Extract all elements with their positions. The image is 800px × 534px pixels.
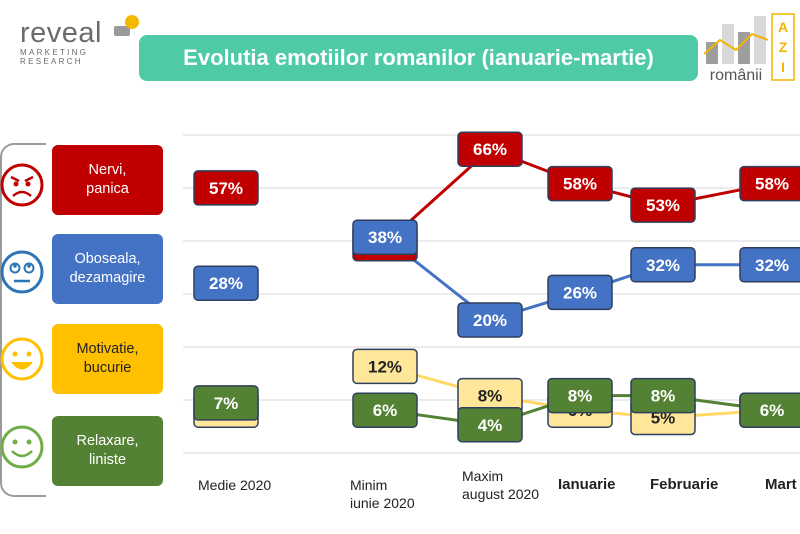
data-point: 6% — [739, 392, 800, 428]
data-label: 7% — [214, 394, 239, 413]
data-point: 32% — [739, 247, 800, 283]
data-point-box — [457, 302, 523, 338]
data-label: 53% — [646, 196, 680, 215]
data-point-box — [739, 392, 800, 428]
category-nervi: Nervi, panica — [52, 145, 163, 215]
data-label: 58% — [563, 175, 597, 194]
data-point: 53% — [630, 187, 696, 223]
data-label: 32% — [646, 256, 680, 275]
data-label: 38% — [368, 228, 402, 247]
category-oboseala: Oboseala, dezamagire — [52, 234, 163, 304]
data-label: 58% — [755, 175, 789, 194]
data-point-box — [457, 407, 523, 443]
data-label: 66% — [473, 140, 507, 159]
data-point: 58% — [547, 165, 613, 202]
speech-bubble-icon — [114, 15, 139, 36]
data-point-box — [193, 265, 259, 301]
data-point: 32% — [630, 247, 696, 283]
tired-face-icon — [0, 250, 44, 294]
data-point-box — [630, 187, 696, 223]
page-title: Evolutia emotiilor romanilor (ianuarie-m… — [139, 35, 698, 81]
data-label: 28% — [209, 274, 243, 293]
data-point-box — [547, 377, 613, 414]
data-label: 8% — [651, 387, 676, 406]
data-point-box — [739, 247, 800, 283]
data-point-box — [193, 385, 259, 421]
data-point: 38% — [352, 219, 418, 255]
data-point: 66% — [457, 131, 523, 167]
logo-letter-i: I — [781, 59, 785, 75]
data-point: 28% — [193, 265, 259, 301]
logo-letter-z: Z — [779, 39, 788, 55]
data-point: 6% — [352, 392, 418, 428]
data-point: 7% — [193, 385, 259, 421]
data-point: 8% — [630, 377, 696, 414]
data-point-box — [457, 131, 523, 167]
calm-face-icon — [0, 425, 44, 469]
logo-letter-a: A — [778, 19, 788, 35]
data-point: 26% — [547, 274, 613, 311]
data-point: 12% — [352, 348, 418, 385]
data-point: 8% — [457, 377, 523, 414]
romanii-azi-logo: A Z I românii — [703, 13, 795, 84]
logo-word: românii — [710, 67, 762, 84]
x-tick-label: Ianuarie — [558, 476, 616, 493]
data-label: 57% — [209, 179, 243, 198]
data-label: 6% — [760, 401, 785, 420]
data-point: 4% — [457, 407, 523, 443]
data-point-box — [547, 165, 613, 202]
x-tick-label: Medie 2020 — [198, 477, 272, 493]
category-bracket — [0, 143, 46, 497]
category-relaxare: Relaxare, liniste — [52, 416, 163, 486]
data-label: 32% — [755, 256, 789, 275]
data-label: 8% — [478, 387, 503, 406]
brand-name: reveal — [20, 17, 102, 49]
x-tick-label: Mart — [765, 476, 797, 493]
data-label: 6% — [373, 401, 398, 420]
data-point-box — [739, 165, 800, 202]
brand-subtitle: MARKETING RESEARCH — [20, 48, 89, 66]
data-point: 8% — [547, 377, 613, 414]
data-point-box — [352, 219, 418, 255]
data-point: 57% — [193, 170, 259, 206]
data-point-box — [547, 274, 613, 311]
data-label: 20% — [473, 311, 507, 330]
data-point-box — [352, 392, 418, 428]
x-tick-label: Minim iunie 2020 — [350, 477, 415, 511]
data-label: 8% — [568, 387, 593, 406]
data-point-box — [630, 377, 696, 414]
data-point-box — [193, 170, 259, 206]
data-point: 20% — [457, 302, 523, 338]
data-label: 4% — [478, 416, 503, 435]
category-motivatie: Motivatie, bucurie — [52, 324, 163, 394]
data-label: 26% — [563, 283, 597, 302]
data-point: 58% — [739, 165, 800, 202]
data-point-box — [630, 247, 696, 283]
data-label: 12% — [368, 357, 402, 376]
happy-face-icon — [0, 337, 44, 381]
x-tick-label: Maxim august 2020 — [462, 468, 540, 502]
reveal-logo: reveal MARKETING RESEARCH — [20, 15, 139, 66]
x-tick-label: Februarie — [650, 476, 719, 493]
angry-face-icon — [0, 163, 44, 207]
data-point-box — [352, 348, 418, 385]
